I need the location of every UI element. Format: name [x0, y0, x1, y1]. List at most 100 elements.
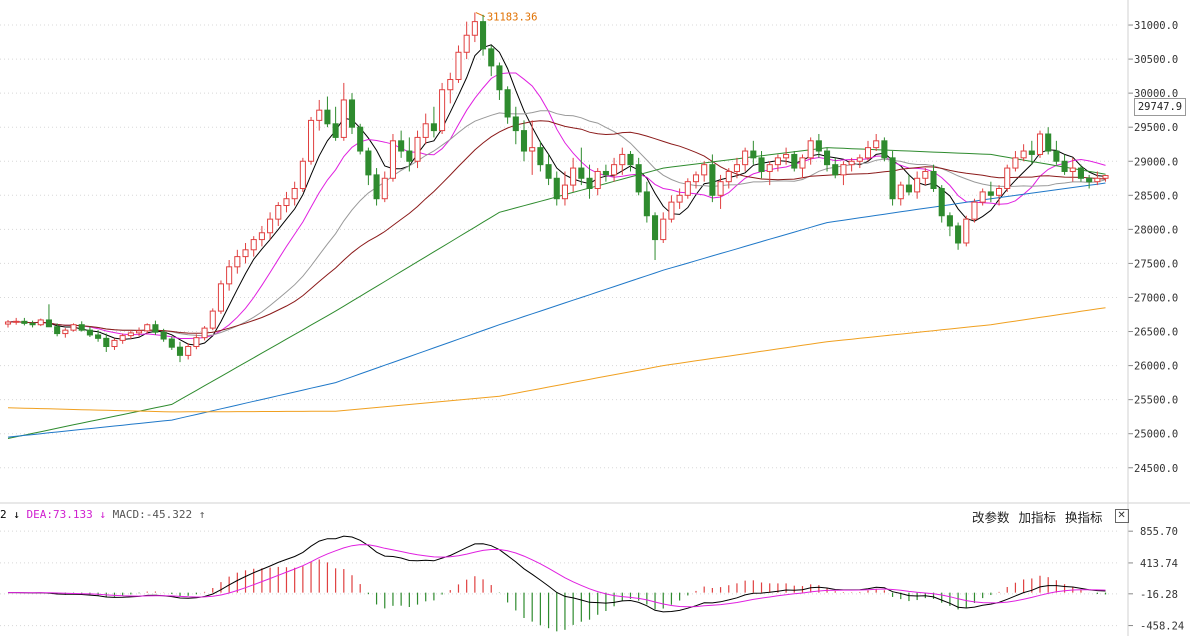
candle-up [471, 21, 478, 36]
candle-up [717, 181, 724, 196]
candle-down [357, 126, 364, 152]
indicator-toolbar: 改参数 加指标 换指标 ✕ [972, 506, 1129, 526]
candle-down [987, 191, 994, 196]
candle-up [119, 335, 126, 341]
ma-line [7, 44, 1106, 346]
switch-indicator-button[interactable]: 换指标 [1065, 509, 1103, 525]
candle-down [520, 130, 528, 152]
ma-line [7, 307, 1106, 413]
macd-arrow: ↑ [198, 508, 206, 521]
candle-up [594, 170, 601, 189]
dea-label: DEA:73.133 [26, 508, 93, 521]
candle-down [176, 346, 184, 356]
macd-label: MACD:-45.322 [112, 508, 193, 521]
price-tick-label: 29500.0 [1134, 122, 1178, 134]
candle-down [889, 157, 896, 200]
edit-params-button[interactable]: 改参数 [972, 509, 1010, 525]
dif-arrow: ↓ [13, 508, 20, 521]
price-axis: 31000.0 30500.0 30000.0 29500.0 29000.0 28500… [1128, 20, 1178, 475]
ma-line [7, 72, 1106, 339]
candle-down [758, 157, 765, 172]
candle-down [373, 174, 380, 200]
candle-down [652, 215, 659, 241]
candle-down [1077, 167, 1084, 179]
current-price-tag: 29747.9 [1134, 98, 1186, 116]
candle-up [742, 150, 749, 166]
candle-up [291, 187, 298, 200]
candle-down [160, 331, 167, 340]
candle-down [152, 324, 159, 333]
candle-up [996, 187, 1003, 196]
candle-down [635, 164, 642, 193]
candle-up [611, 164, 618, 176]
price-tick-label: 30000.0 [1134, 88, 1178, 100]
candle-up [447, 79, 454, 91]
candle-up [193, 337, 200, 348]
dif-value: 2 [0, 508, 7, 521]
candle-down [348, 99, 356, 128]
max-price-annotation: 31183.36 [487, 12, 538, 24]
candle-down [553, 177, 560, 200]
candle-up [185, 346, 192, 356]
candle-up [226, 266, 233, 285]
candle-down [750, 150, 757, 159]
candle-up [201, 327, 208, 339]
ma-line [7, 110, 1106, 337]
candle-down [1028, 150, 1035, 155]
price-tick-label: 29000.0 [1134, 156, 1178, 168]
dea-line [8, 544, 1106, 608]
candle-up [275, 205, 282, 220]
candle-up [963, 218, 970, 244]
candle-up [1094, 177, 1101, 183]
candle-up [701, 164, 708, 176]
candle-up [561, 184, 568, 200]
close-icon[interactable]: ✕ [1114, 509, 1129, 523]
candle-down [537, 147, 544, 166]
candle-up [1020, 150, 1027, 159]
candle-down [103, 337, 110, 348]
candle-up [529, 147, 536, 152]
candle-down [1061, 160, 1068, 172]
candle-up [267, 218, 274, 234]
candle-up [455, 51, 462, 81]
macd-legend: 2 ↓ DEA:73.133 ↓ MACD:-45.322 ↑ [0, 508, 205, 521]
add-indicator-button[interactable]: 加指标 [1018, 509, 1057, 525]
candle-up [234, 256, 241, 268]
macd-tick-label: -16.28 [1140, 589, 1178, 601]
candle-up [1036, 133, 1044, 155]
candle-up [668, 201, 675, 220]
candle-up [774, 157, 781, 166]
candle-down [1086, 177, 1093, 183]
candle-up [111, 339, 118, 348]
candle-up [766, 164, 773, 172]
ma-line [7, 120, 1106, 334]
candle-down [881, 140, 888, 159]
price-tick-label: 28500.0 [1134, 190, 1178, 202]
candle-up [914, 177, 921, 193]
candle-up [692, 174, 700, 183]
ma-line [7, 182, 1106, 438]
candle-down [815, 140, 822, 152]
candle-up [217, 283, 224, 312]
candle-up [340, 99, 347, 138]
candle-up [840, 164, 847, 176]
price-tick-label: 27500.0 [1134, 258, 1178, 270]
candle-up [570, 167, 577, 186]
candle-up [414, 136, 421, 162]
candle-down [627, 153, 634, 166]
candle-down [430, 123, 437, 132]
candle-down [324, 109, 331, 125]
candle-up [4, 321, 12, 325]
candle-down [29, 322, 36, 326]
price-tick-label: 25000.0 [1134, 429, 1178, 441]
candle-down [406, 150, 413, 162]
candle-up [856, 157, 863, 162]
candle-down [21, 320, 28, 324]
candle-up [1004, 167, 1011, 189]
candle-up [799, 157, 806, 169]
candle-up [979, 191, 986, 203]
candle-up [619, 153, 626, 166]
candle-down [332, 123, 339, 138]
candle-down [905, 184, 912, 193]
